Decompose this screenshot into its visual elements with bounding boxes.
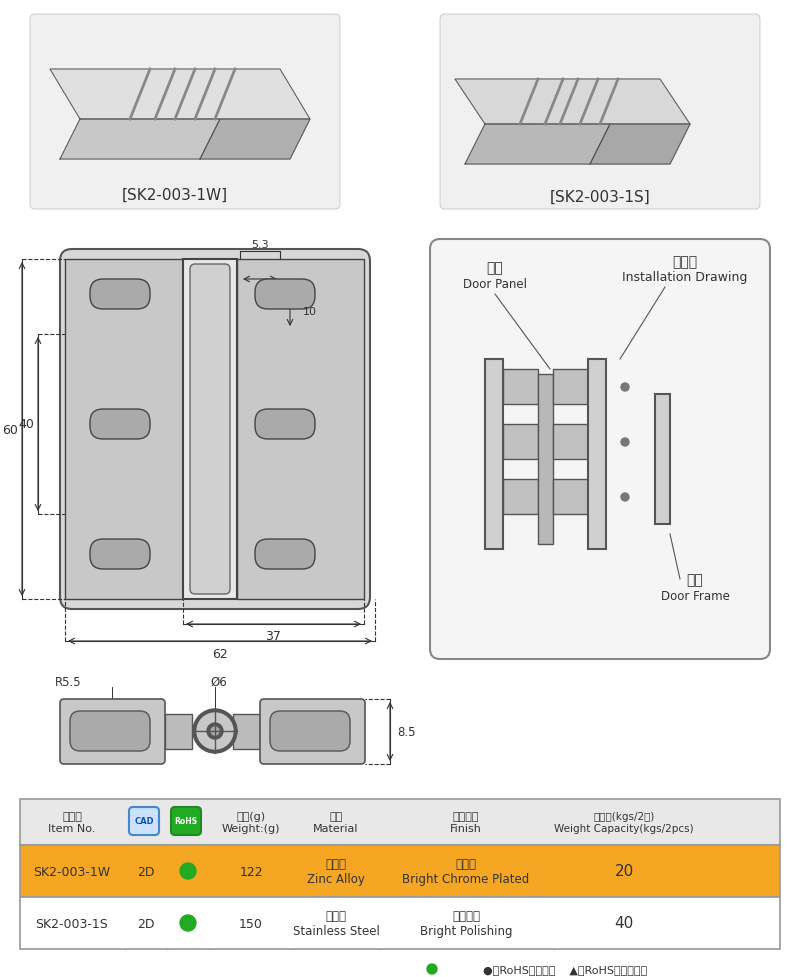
Text: SK2-003-1S: SK2-003-1S	[36, 916, 108, 929]
Bar	[20, 845, 780, 897]
FancyBboxPatch shape	[171, 807, 201, 835]
FancyBboxPatch shape	[190, 265, 230, 594]
FancyBboxPatch shape	[255, 539, 315, 570]
Text: 40: 40	[614, 915, 634, 930]
Text: 订货号
Item No.: 订货号 Item No.	[48, 811, 96, 833]
Bar	[553, 369, 588, 404]
Text: Ø6: Ø6	[210, 675, 226, 688]
Text: RoHS: RoHS	[174, 817, 198, 826]
Polygon shape	[465, 125, 610, 165]
FancyBboxPatch shape	[60, 700, 165, 764]
Polygon shape	[200, 120, 310, 160]
Text: 62: 62	[212, 647, 228, 659]
Polygon shape	[60, 120, 220, 160]
Circle shape	[621, 384, 629, 392]
Text: 2D: 2D	[138, 865, 154, 877]
Text: 122: 122	[239, 865, 263, 877]
Bar	[165, 714, 192, 749]
Text: 2D: 2D	[138, 916, 154, 929]
Polygon shape	[50, 70, 310, 120]
Bar	[65, 260, 183, 599]
Text: 重量(g)
Weight:(g): 重量(g) Weight:(g)	[222, 811, 280, 833]
Bar	[553, 425, 588, 459]
Text: 安装图: 安装图	[673, 255, 698, 269]
Text: 承重力(kgs/2个)
Weight Capacity(kgs/2pcs): 承重力(kgs/2个) Weight Capacity(kgs/2pcs)	[554, 811, 694, 833]
Text: 5.3: 5.3	[251, 239, 269, 250]
Text: 40: 40	[18, 418, 34, 431]
Circle shape	[207, 723, 223, 740]
FancyBboxPatch shape	[255, 279, 315, 310]
Text: 20: 20	[614, 864, 634, 878]
FancyBboxPatch shape	[30, 15, 340, 210]
FancyBboxPatch shape	[90, 409, 150, 440]
Bar	[503, 480, 538, 515]
Text: 60: 60	[2, 423, 18, 436]
Text: 表面处理
Finish: 表面处理 Finish	[450, 811, 482, 833]
Polygon shape	[590, 125, 690, 165]
Text: [SK2-003-1W]: [SK2-003-1W]	[122, 188, 228, 202]
Circle shape	[427, 964, 437, 974]
Text: CAD: CAD	[134, 817, 154, 826]
Text: ●：RoHS对应产品    ▲：RoHS可对应产品: ●：RoHS对应产品 ▲：RoHS可对应产品	[483, 964, 647, 974]
Text: 不锈钢
Stainless Steel: 不锈钢 Stainless Steel	[293, 909, 379, 937]
FancyBboxPatch shape	[70, 711, 150, 751]
Bar	[655, 395, 670, 525]
FancyBboxPatch shape	[255, 409, 315, 440]
Bar	[485, 360, 503, 549]
Circle shape	[621, 493, 629, 501]
Circle shape	[180, 863, 196, 879]
Bar	[503, 425, 538, 459]
FancyBboxPatch shape	[90, 539, 150, 570]
Polygon shape	[455, 80, 690, 125]
Text: 150: 150	[239, 916, 263, 929]
Bar	[588, 360, 606, 549]
Circle shape	[211, 727, 219, 736]
Text: [SK2-003-1S]: [SK2-003-1S]	[550, 190, 650, 204]
Text: 门框: 门框	[686, 573, 703, 586]
FancyBboxPatch shape	[430, 239, 770, 659]
Text: 门板: 门板	[486, 261, 503, 275]
Circle shape	[193, 709, 237, 753]
Text: Door Frame: Door Frame	[661, 590, 730, 603]
Text: 镀亮铬
Bright Chrome Plated: 镀亮铬 Bright Chrome Plated	[402, 857, 530, 885]
Text: SK2-003-1W: SK2-003-1W	[34, 865, 110, 877]
Bar	[538, 374, 553, 544]
Text: 锌合金
Zinc Alloy: 锌合金 Zinc Alloy	[307, 857, 365, 885]
FancyBboxPatch shape	[90, 279, 150, 310]
Bar	[20, 897, 780, 949]
Text: 镜面抛光
Bright Polishing: 镜面抛光 Bright Polishing	[420, 909, 512, 937]
Bar	[503, 369, 538, 404]
Circle shape	[621, 439, 629, 446]
Bar	[553, 480, 588, 515]
Text: Installation Drawing: Installation Drawing	[622, 272, 748, 284]
FancyBboxPatch shape	[440, 15, 760, 210]
Text: 8.5: 8.5	[397, 725, 415, 738]
Bar	[20, 799, 780, 845]
FancyBboxPatch shape	[129, 807, 159, 835]
Text: 37: 37	[265, 630, 281, 643]
Circle shape	[197, 713, 233, 749]
FancyBboxPatch shape	[260, 700, 365, 764]
Text: 材质
Material: 材质 Material	[314, 811, 358, 833]
Circle shape	[180, 915, 196, 931]
Text: Door Panel: Door Panel	[463, 277, 527, 290]
Text: R5.5: R5.5	[55, 675, 82, 688]
Bar	[183, 260, 237, 599]
FancyBboxPatch shape	[60, 250, 370, 610]
Text: 10: 10	[303, 307, 317, 317]
Bar	[233, 714, 260, 749]
FancyBboxPatch shape	[270, 711, 350, 751]
Bar	[237, 260, 364, 599]
